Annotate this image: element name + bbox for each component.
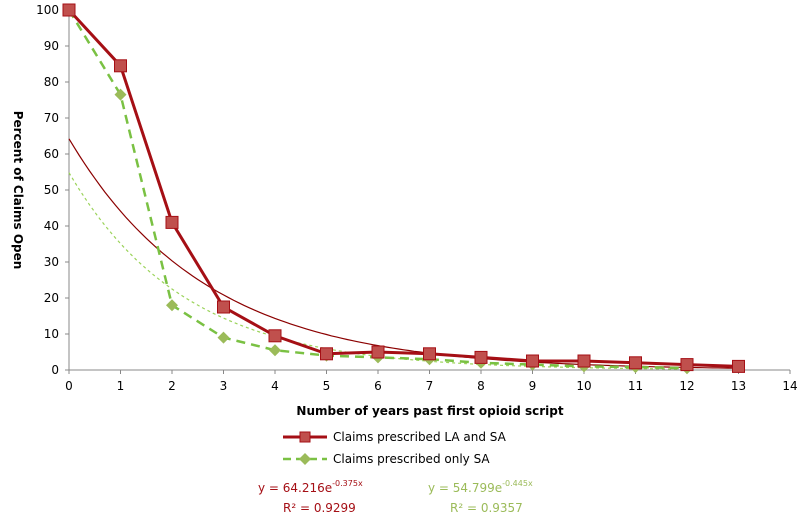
trendline-sa: [68, 172, 688, 370]
y-axis-title: Percent of Claims Open: [11, 111, 25, 270]
series-lines: [62, 3, 745, 375]
axes: 0 1 2 3 4 5 6 7 8 9 10 11 12 13 1401020304050607080901…: [36, 3, 798, 393]
legend-label-la: Claims prescribed LA and SA: [333, 430, 507, 444]
data-point-la: [577, 354, 591, 368]
y-tick-label: 0: [51, 363, 59, 377]
x-tick-label: 9: [529, 379, 537, 393]
series-line-la: [67, 8, 739, 368]
r2-la: R² = 0.9299: [283, 501, 356, 515]
legend-marker-la: [299, 431, 311, 443]
r2-sa: R² = 0.9357: [450, 501, 523, 515]
data-point-la: [423, 347, 436, 361]
legend-label-sa: Claims prescribed only SA: [333, 452, 490, 466]
legend-marker-sa: [299, 453, 311, 465]
x-tick-label: 3: [220, 379, 228, 393]
data-point-sa: [114, 88, 127, 101]
trend-equation-sa: y = 54.799e-0.445x R² = 0.9357: [428, 479, 533, 515]
trendlines: [68, 138, 739, 370]
data-point-la: [165, 215, 179, 229]
y-tick-label: 80: [44, 75, 59, 89]
equation-sa: y = 54.799e: [428, 481, 502, 495]
y-tick-label: 90: [44, 39, 59, 53]
data-point-la: [114, 59, 127, 73]
data-point-la: [62, 3, 76, 17]
y-tick-label: 30: [44, 255, 59, 269]
y-tick-label: 20: [44, 291, 59, 305]
x-tick-label: 5: [323, 379, 331, 393]
x-tick-label: 10: [576, 379, 591, 393]
data-point-la: [474, 350, 488, 364]
y-tick-label: 50: [44, 183, 59, 197]
data-point-sa: [166, 299, 178, 312]
x-tick-label: 12: [679, 379, 694, 393]
data-point-la: [268, 329, 282, 343]
y-tick-label: 10: [44, 327, 59, 341]
data-point-la: [526, 354, 539, 368]
exponent-sa: -0.445x: [502, 479, 533, 488]
data-point-la: [217, 300, 230, 314]
x-tick-label: 14: [782, 379, 797, 393]
data-point-la: [629, 356, 642, 370]
y-tick-label: 40: [44, 219, 59, 233]
x-tick-label: 1: [117, 379, 125, 393]
x-tick-label: 2: [168, 379, 176, 393]
x-tick-label: 11: [628, 379, 643, 393]
y-tick-label: 100: [36, 3, 59, 17]
x-tick-label: 4: [271, 379, 279, 393]
data-point-la: [371, 345, 385, 359]
x-tick-label: 8: [477, 379, 485, 393]
svg-text:y = 54.799e-0.445x: y = 54.799e-0.445x: [428, 479, 533, 495]
x-tick-label: 13: [731, 379, 746, 393]
data-point-la: [320, 347, 333, 361]
trend-equation-la: y = 64.216e-0.375x R² = 0.9299: [258, 479, 363, 515]
equation-la: y = 64.216e: [258, 481, 332, 495]
x-axis-title: Number of years past first opioid script: [296, 404, 563, 418]
y-tick-label: 70: [44, 111, 59, 125]
legend: Claims prescribed LA and SA Claims presc…: [283, 430, 507, 466]
trendline-la: [68, 138, 739, 369]
data-point-la: [732, 359, 745, 373]
exponent-la: -0.375x: [332, 479, 363, 488]
data-point-la: [680, 358, 694, 372]
x-tick-label: 7: [426, 379, 434, 393]
x-tick-label: 0: [65, 379, 73, 393]
y-tick-label: 60: [44, 147, 59, 161]
x-tick-label: 6: [374, 379, 382, 393]
data-point-sa: [269, 344, 281, 357]
svg-text:y = 64.216e-0.375x: y = 64.216e-0.375x: [258, 479, 363, 495]
data-point-sa: [217, 331, 230, 344]
